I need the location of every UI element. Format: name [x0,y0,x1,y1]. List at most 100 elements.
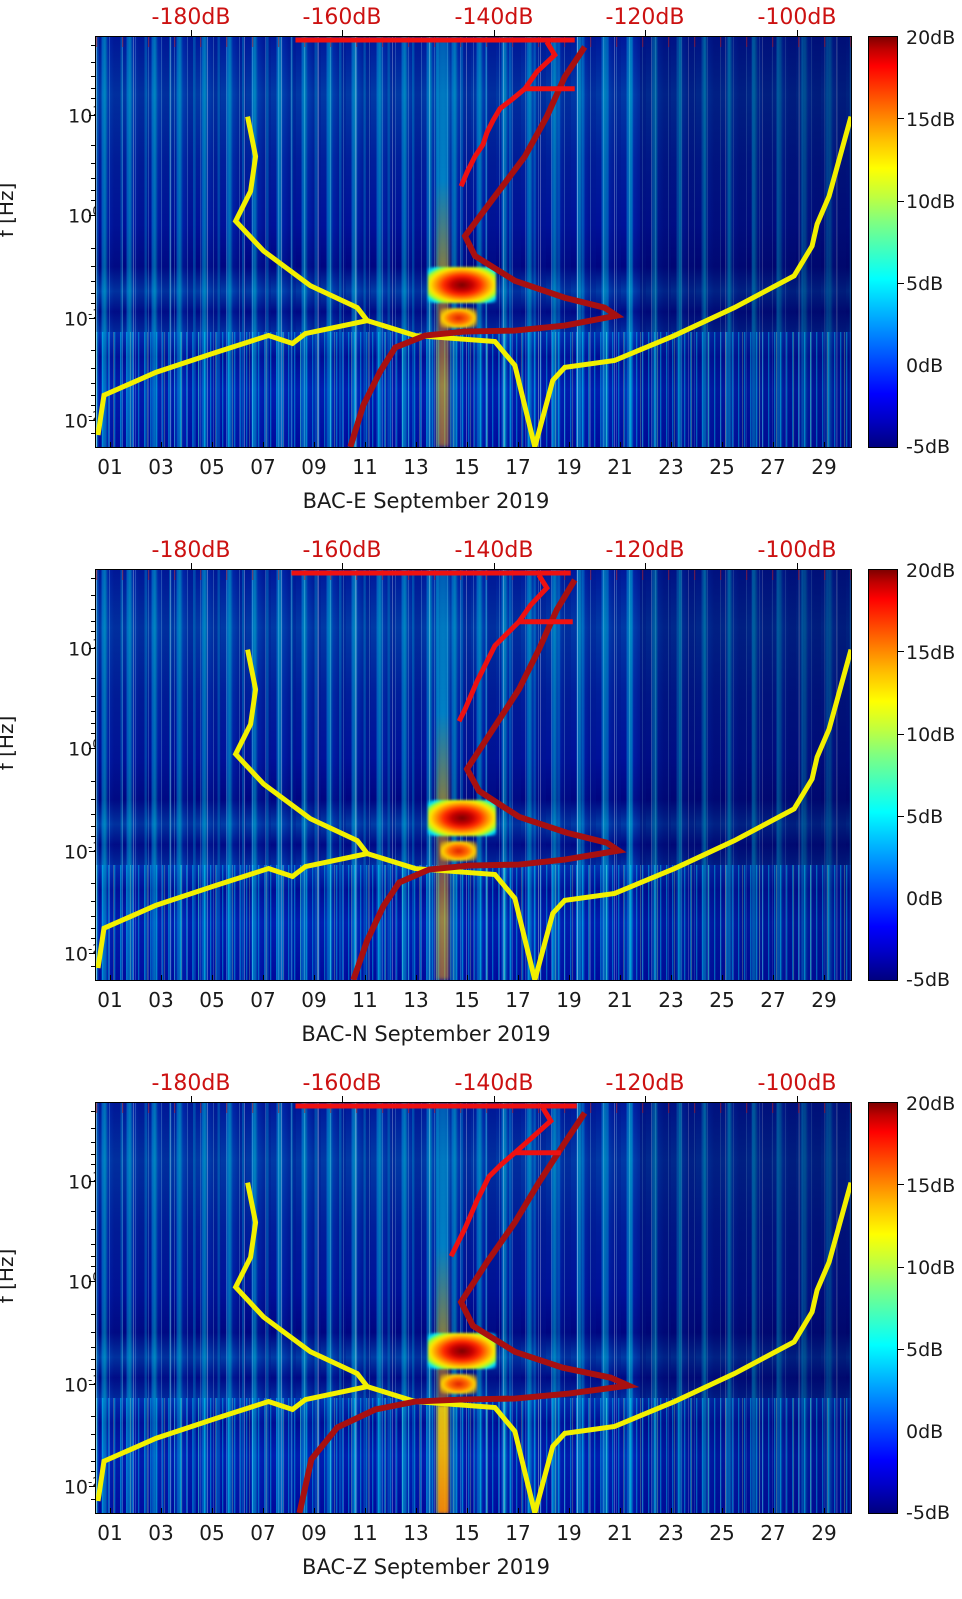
x-tick-1: 03 [148,1521,174,1545]
y-axis-label: f [Hz] [0,182,18,238]
y-tick-mark [89,115,95,116]
y-axis-label: f [Hz] [0,715,18,771]
colorbar-tick-10db: 10dB [906,1257,956,1279]
x-tick-8: 17 [505,1521,531,1545]
top-axis-tick-0: -180dB [151,1071,231,1096]
spectrogram-plot-bac-z[interactable] [95,1102,852,1514]
x-tick-5: 11 [352,1521,378,1545]
high-noise-model-curve [350,578,627,980]
x-tick-13: 27 [760,1521,786,1545]
x-tick-13: 27 [760,988,786,1012]
colorbar-tick-neg5db: -5dB [906,1502,951,1524]
x-tick-10: 21 [607,455,633,479]
top-axis-tick-mark [494,30,495,36]
colorbar-tick-20db: 20dB [906,27,956,49]
colorbar-bac-n[interactable] [868,569,898,981]
x-tick-1: 03 [148,988,174,1012]
colorbar-bac-z[interactable] [868,1102,898,1514]
high-noise-model-curve [296,1111,640,1513]
colorbar-tick-5db: 5dB [906,273,944,295]
spectrogram-plot-bac-n[interactable] [95,569,852,981]
top-axis-tick-1: -160dB [302,538,382,563]
colorbar-tick-20db: 20dB [906,560,956,582]
x-tick-13: 27 [760,455,786,479]
x-tick-5: 11 [352,988,378,1012]
x-tick-9: 19 [556,455,582,479]
spectrogram-plot-bac-e[interactable] [95,36,852,448]
panel-bac-n: -180dB -160dB -140dB -120dB -100dB f [Hz… [0,533,962,1066]
low-noise-model-curve [96,649,372,969]
colorbar-tick-0db: 0dB [906,1421,944,1443]
panel-bac-e: -180dB -160dB -140dB -120dB -100dB f [Hz… [0,0,962,533]
low-noise-model-curve-far-right [532,648,851,980]
x-tick-4: 09 [301,988,327,1012]
high-noise-model-curve [347,45,625,447]
x-tick-6: 13 [403,1521,429,1545]
low-noise-model-curve-far-right [532,115,851,447]
top-axis-tick-3: -120dB [605,5,685,30]
x-tick-9: 19 [556,1521,582,1545]
top-axis-tick-mark [645,30,646,36]
x-tick-8: 17 [505,988,531,1012]
x-tick-7: 15 [454,455,480,479]
x-tick-7: 15 [454,988,480,1012]
colorbar-bac-e[interactable] [868,36,898,448]
spectrogram-image [96,1103,851,1513]
y-tick-mark [89,420,95,421]
y-tick-10e-1: 10-1 [63,307,100,331]
top-axis-tick-mark [191,30,192,36]
panel-bac-z: -180dB -160dB -140dB -120dB -100dB f [Hz… [0,1066,962,1599]
low-noise-model-curve-right [366,1384,538,1513]
top-axis-tick-4: -100dB [757,5,837,30]
x-tick-2: 05 [199,455,225,479]
y-tick-10e-2: 10-2 [63,1475,100,1499]
colorbar-tick-neg5db: -5dB [906,969,951,991]
colorbar-tick-0db: 0dB [906,355,944,377]
colorbar-tick-15db: 15dB [906,109,956,131]
x-tick-9: 19 [556,988,582,1012]
colorbar-tick-15db: 15dB [906,1175,956,1197]
colorbar-tick-0db: 0dB [906,888,944,910]
x-tick-6: 13 [403,455,429,479]
low-noise-model-curve-far-right [532,1181,851,1513]
high-frequency-red-trace [458,40,558,188]
x-tick-2: 05 [199,1521,225,1545]
x-tick-14: 29 [811,455,837,479]
top-axis-tick-1: -160dB [302,5,382,30]
low-noise-model-curve-right [366,318,538,447]
x-tick-8: 17 [505,455,531,479]
x-tick-12: 25 [709,988,735,1012]
x-tick-1: 03 [148,455,174,479]
x-tick-2: 05 [199,988,225,1012]
top-axis-tick-mark [342,30,343,36]
x-tick-10: 21 [607,988,633,1012]
x-tick-0: 01 [97,1521,123,1545]
top-axis-tick-3: -120dB [605,538,685,563]
x-tick-6: 13 [403,988,429,1012]
x-tick-14: 29 [811,1521,837,1545]
top-axis-tick-3: -120dB [605,1071,685,1096]
colorbar-tick-5db: 5dB [906,1339,944,1361]
x-tick-10: 21 [607,1521,633,1545]
y-axis-label: f [Hz] [0,1248,18,1304]
x-tick-11: 23 [658,455,684,479]
top-axis-tick-2: -140dB [454,5,534,30]
x-tick-11: 23 [658,988,684,1012]
top-axis-tick-2: -140dB [454,1071,534,1096]
high-frequency-red-trace [448,1106,555,1258]
top-axis-tick-0: -180dB [151,538,231,563]
x-tick-12: 25 [709,455,735,479]
x-tick-3: 07 [250,988,276,1012]
colorbar-tick-10db: 10dB [906,191,956,213]
x-tick-4: 09 [301,1521,327,1545]
top-axis-tick-0: -180dB [151,5,231,30]
x-tick-7: 15 [454,1521,480,1545]
top-axis-tick-4: -100dB [757,1071,837,1096]
x-tick-11: 23 [658,1521,684,1545]
top-axis-tick-mark [797,30,798,36]
noise-model-overlay [96,1103,851,1513]
high-frequency-red-trace [456,573,550,723]
x-tick-12: 25 [709,1521,735,1545]
colorbar-tick-20db: 20dB [906,1093,956,1115]
